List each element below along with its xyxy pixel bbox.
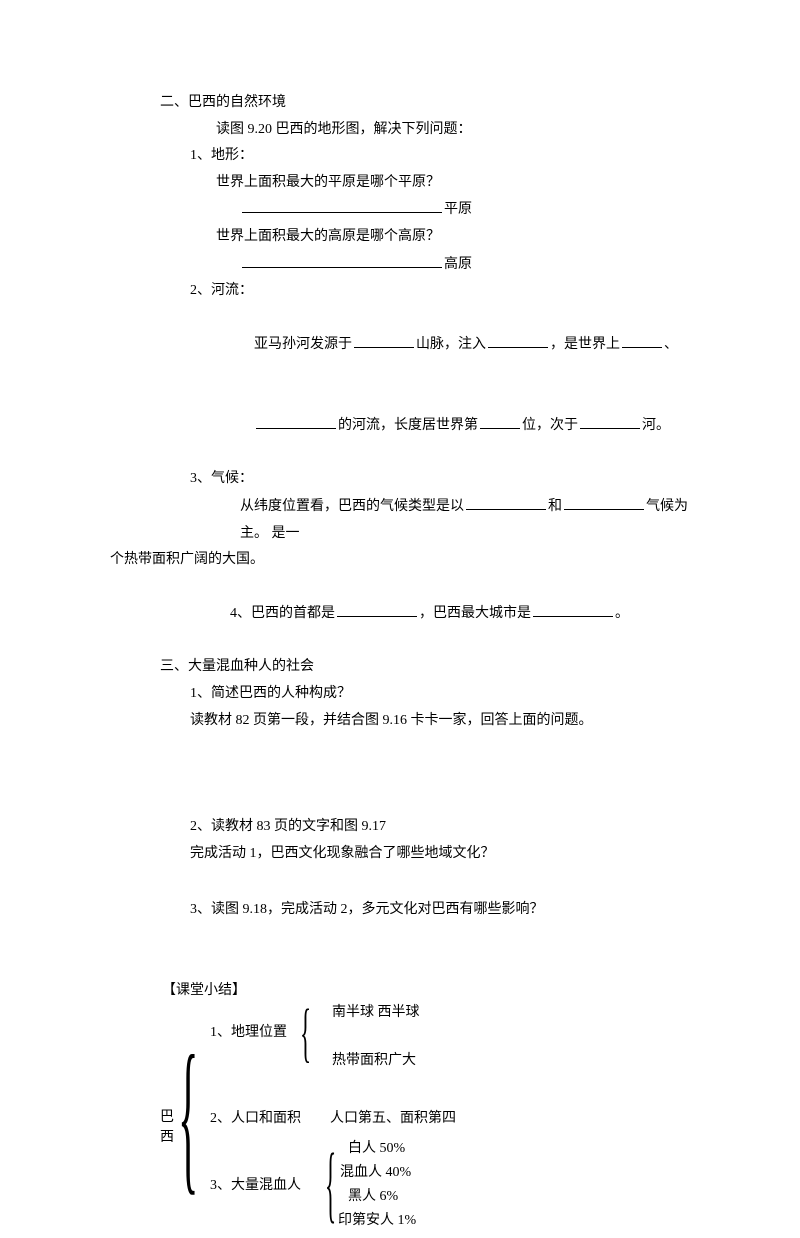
summary-root: 巴西	[160, 1108, 176, 1147]
brace-icon: {	[325, 1129, 336, 1237]
q2-line2: 的河流，长度居世界第位，次于河。	[110, 386, 690, 467]
q1-blank2: 高原	[110, 251, 690, 279]
s3q2-label: 2、读教材 83 页的文字和图 9.17	[110, 814, 690, 841]
s3q1-label: 1、简述巴西的人种构成？	[110, 681, 690, 708]
q4-line: 4、巴西的首都是，巴西最大城市是。	[110, 574, 690, 655]
section2-intro: 读图 9.20 巴西的地形图，解决下列问题：	[110, 117, 690, 144]
q1-line1: 世界上面积最大的平原是哪个平原？	[110, 170, 690, 197]
summary-diagram: 【课堂小结】 巴西 { 1、地理位置 { 南半球 西半球 热带面积广大 2、人口…	[110, 978, 690, 1238]
node-geo: 1、地理位置	[210, 1020, 287, 1047]
node-mix-c: 黑人 6%	[348, 1184, 398, 1211]
document-body: 二、巴西的自然环境 读图 9.20 巴西的地形图，解决下列问题： 1、地形： 世…	[110, 90, 690, 1238]
node-geo-a: 南半球 西半球	[332, 1000, 420, 1027]
node-mix-a: 白人 50%	[348, 1136, 405, 1163]
s3q3-label: 3、读图 9.18，完成活动 2，多元文化对巴西有哪些影响？	[110, 897, 690, 924]
q3-line2: 个热带面积广阔的大国。	[110, 547, 690, 574]
q1-label: 1、地形：	[110, 143, 690, 170]
node-mix: 3、大量混血人	[210, 1173, 301, 1200]
q2-label: 2、河流：	[110, 278, 690, 305]
node-pop: 2、人口和面积	[210, 1106, 301, 1133]
q3-line1: 从纬度位置看，巴西的气候类型是以和气候为主。 是一	[110, 493, 690, 547]
s3q1-line: 读教材 82 页第一段，并结合图 9.16 卡卡一家，回答上面的问题。	[110, 708, 690, 735]
node-geo-b: 热带面积广大	[332, 1048, 416, 1075]
summary-title: 【课堂小结】	[162, 978, 246, 1005]
node-mix-b: 混血人 40%	[340, 1160, 411, 1187]
brace-icon: {	[178, 1006, 198, 1224]
section2-title: 二、巴西的自然环境	[110, 90, 690, 117]
brace-icon: {	[300, 993, 311, 1073]
s3q2-line: 完成活动 1，巴西文化现象融合了哪些地域文化？	[110, 841, 690, 868]
section3-title: 三、大量混血种人的社会	[110, 654, 690, 681]
q1-blank1: 平原	[110, 196, 690, 224]
q3-label: 3、气候：	[110, 466, 690, 493]
q1-line2: 世界上面积最大的高原是哪个高原？	[110, 224, 690, 251]
node-mix-d: 印第安人 1%	[338, 1208, 416, 1235]
node-pop-a: 人口第五、面积第四	[330, 1106, 456, 1133]
q2-line1: 亚马孙河发源于山脉，注入，是世界上、	[110, 305, 690, 386]
